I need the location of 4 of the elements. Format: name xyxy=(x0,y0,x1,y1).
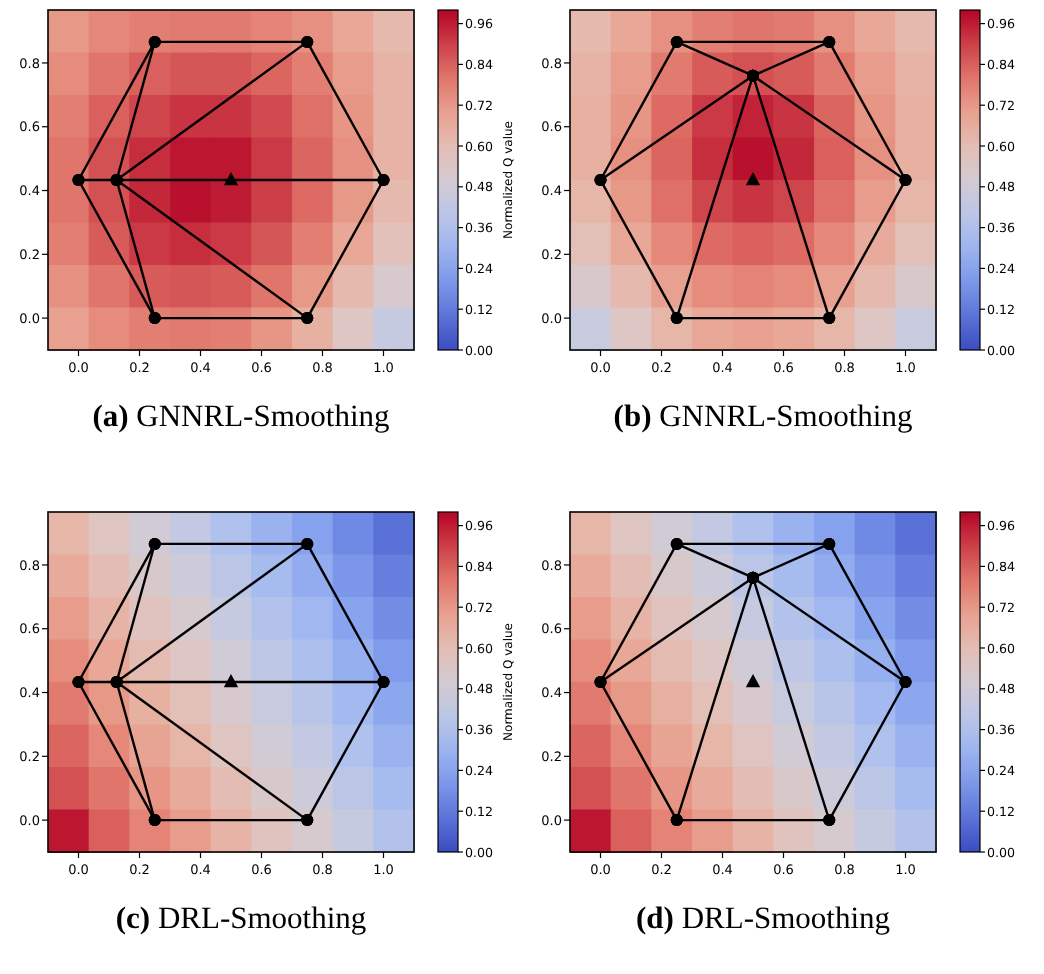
text: (d) DRL-Smoothing xyxy=(635,902,891,936)
text: (c) DRL-Smoothing xyxy=(115,902,367,936)
text: (b) GNNRL-Smoothing xyxy=(613,400,913,434)
text: (a) GNNRL-Smoothing xyxy=(92,400,391,434)
